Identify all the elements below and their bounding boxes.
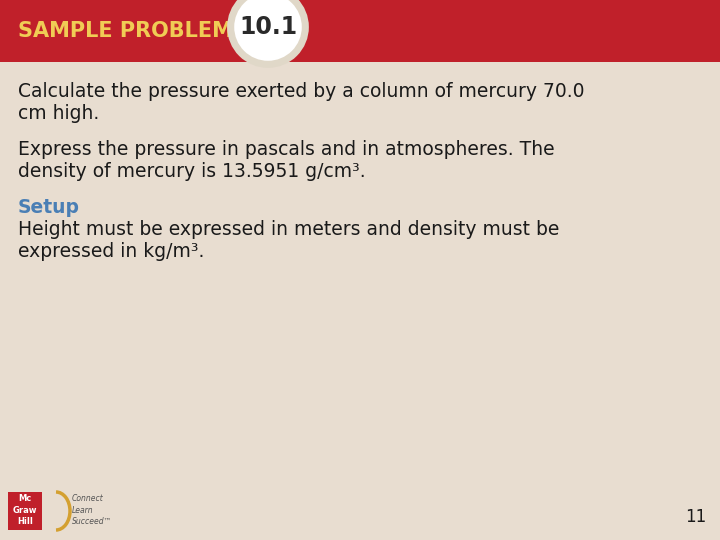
Text: Setup: Setup [18,198,80,217]
Text: expressed in kg/m³.: expressed in kg/m³. [18,242,204,261]
Text: Learn: Learn [72,506,94,515]
Bar [8,492,42,530]
Text: Calculate the pressure exerted by a column of mercury 70.0: Calculate the pressure exerted by a colu… [18,82,585,101]
Text: Mc: Mc [19,494,32,503]
Text: Express the pressure in pascals and in atmospheres. The: Express the pressure in pascals and in a… [18,140,554,159]
Text: 10.1: 10.1 [239,15,297,39]
Text: 11: 11 [685,508,706,526]
Text: cm high.: cm high. [18,104,99,123]
Text: Hill: Hill [17,517,33,526]
Circle shape [232,0,304,63]
Text: density of mercury is 13.5951 g/cm³.: density of mercury is 13.5951 g/cm³. [18,162,366,181]
Text: Graw: Graw [13,506,37,515]
Bar [0,0,720,62]
Text: SAMPLE PROBLEM: SAMPLE PROBLEM [18,21,233,41]
Text: Connect: Connect [72,494,104,503]
Text: Height must be expressed in meters and density must be: Height must be expressed in meters and d… [18,220,559,239]
Text: Succeed™: Succeed™ [72,517,112,526]
